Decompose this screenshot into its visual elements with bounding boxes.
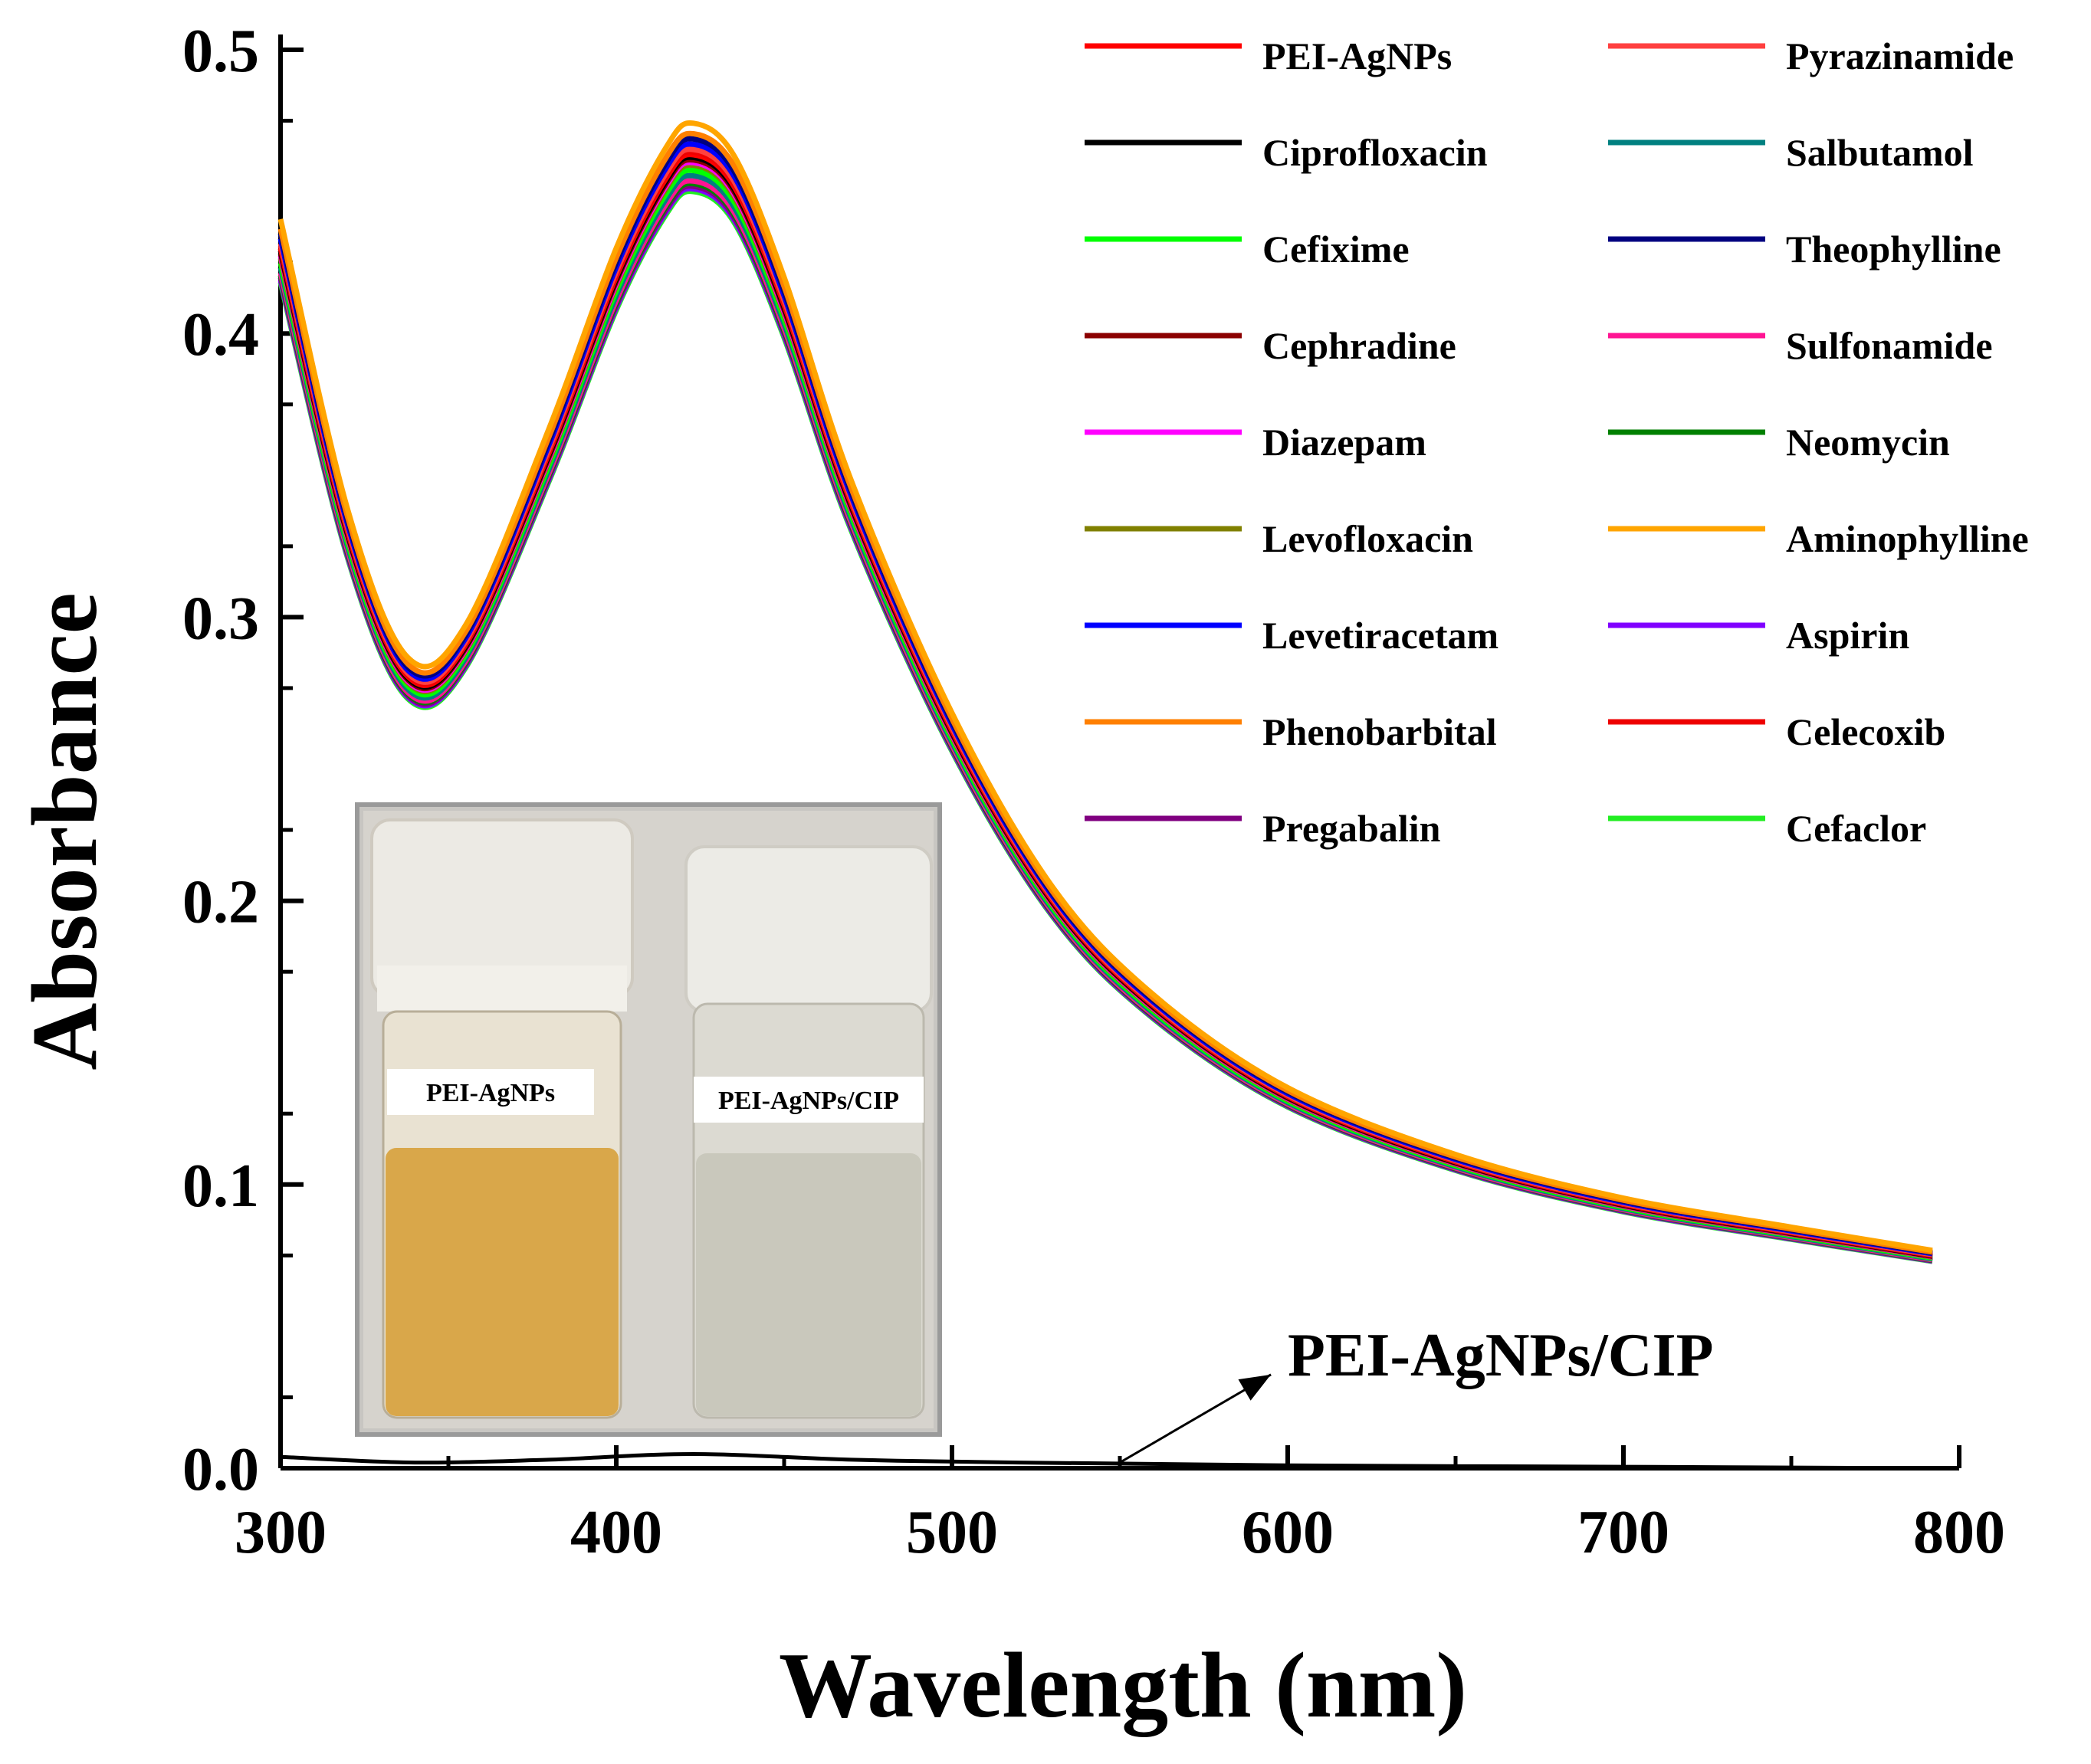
y-tick-label: 0.2 bbox=[182, 869, 259, 936]
x-axis-title: Wavelength (nm) bbox=[779, 1634, 1467, 1737]
legend-label-ciprofloxacin: Ciprofloxacin bbox=[1262, 131, 1488, 174]
legend-label-pregabalin: Pregabalin bbox=[1262, 807, 1441, 850]
annotation-arrowhead bbox=[1238, 1374, 1272, 1401]
legend-label-cefaclor: Cefaclor bbox=[1786, 807, 1926, 850]
x-tick-label: 400 bbox=[570, 1499, 662, 1566]
y-tick-label: 0.0 bbox=[182, 1436, 259, 1503]
x-tick-label: 700 bbox=[1577, 1499, 1669, 1566]
series-line-aminophylline bbox=[277, 120, 1933, 1254]
vial-right-cap bbox=[684, 845, 933, 1013]
annotation-label: PEI-AgNPs/CIP bbox=[1288, 1322, 1714, 1389]
legend-label-levetiracetam: Levetiracetam bbox=[1262, 614, 1498, 657]
y-tick-label: 0.1 bbox=[182, 1153, 259, 1220]
x-tick-label: 800 bbox=[1913, 1499, 2005, 1566]
axes: 0.0 0.1 0.2 0.3 0.4 0.5 300 400 500 600 700 800 bbox=[182, 18, 2005, 1566]
vial-left-liquid bbox=[386, 1148, 619, 1416]
y-axis-title: Absorbance bbox=[13, 592, 117, 1071]
legend-label-aminophylline: Aminophylline bbox=[1786, 517, 2029, 560]
legend-label-phenobarbital: Phenobarbital bbox=[1262, 710, 1497, 753]
series-line-pei-agnps-cip bbox=[280, 1451, 1933, 1471]
legend-label-neomycin: Neomycin bbox=[1786, 421, 1950, 464]
cip-annotation: PEI-AgNPs/CIP bbox=[1119, 1322, 1714, 1464]
legend-label-diazepam: Diazepam bbox=[1262, 421, 1426, 464]
legend-label-pei-agnps: PEI-AgNPs bbox=[1262, 34, 1452, 77]
legend-label-cephradine: Cephradine bbox=[1262, 324, 1456, 367]
legend-label-salbutamol: Salbutamol bbox=[1786, 131, 1974, 174]
y-tick-label: 0.5 bbox=[182, 18, 259, 85]
vial-left-cap-ring bbox=[377, 966, 627, 1012]
legend-label-pyrazinamide: Pyrazinamide bbox=[1786, 34, 2014, 77]
vial-left-label-box bbox=[387, 1069, 594, 1115]
legend: PEI-AgNPs Ciprofloxacin Cefixime Cephradine… bbox=[1085, 34, 2029, 850]
vial-right-label: PEI-AgNPs/CIP bbox=[718, 1087, 899, 1115]
spectra-lines bbox=[277, 120, 1933, 1471]
x-tick-label: 500 bbox=[906, 1499, 998, 1566]
vial-right-liquid bbox=[696, 1153, 921, 1416]
legend-label-aspirin: Aspirin bbox=[1786, 614, 1909, 657]
legend-label-sulfonamide: Sulfonamide bbox=[1786, 324, 1993, 367]
legend-label-theophylline: Theophylline bbox=[1786, 228, 2001, 271]
legend-label-levofloxacin: Levofloxacin bbox=[1262, 517, 1473, 560]
y-tick-label: 0.4 bbox=[182, 301, 259, 369]
legend-label-celecoxib: Celecoxib bbox=[1786, 710, 1945, 753]
x-tick-label: 600 bbox=[1242, 1499, 1334, 1566]
vial-left-label: PEI-AgNPs bbox=[426, 1079, 555, 1107]
vials-photo-inset: PEI-AgNPs PEI-AgNPs/CIP bbox=[355, 802, 942, 1437]
x-tick-label: 300 bbox=[235, 1499, 327, 1566]
vial-right-label-box bbox=[694, 1077, 924, 1123]
y-tick-label: 0.3 bbox=[182, 585, 259, 652]
legend-label-cefixime: Cefixime bbox=[1262, 228, 1410, 271]
